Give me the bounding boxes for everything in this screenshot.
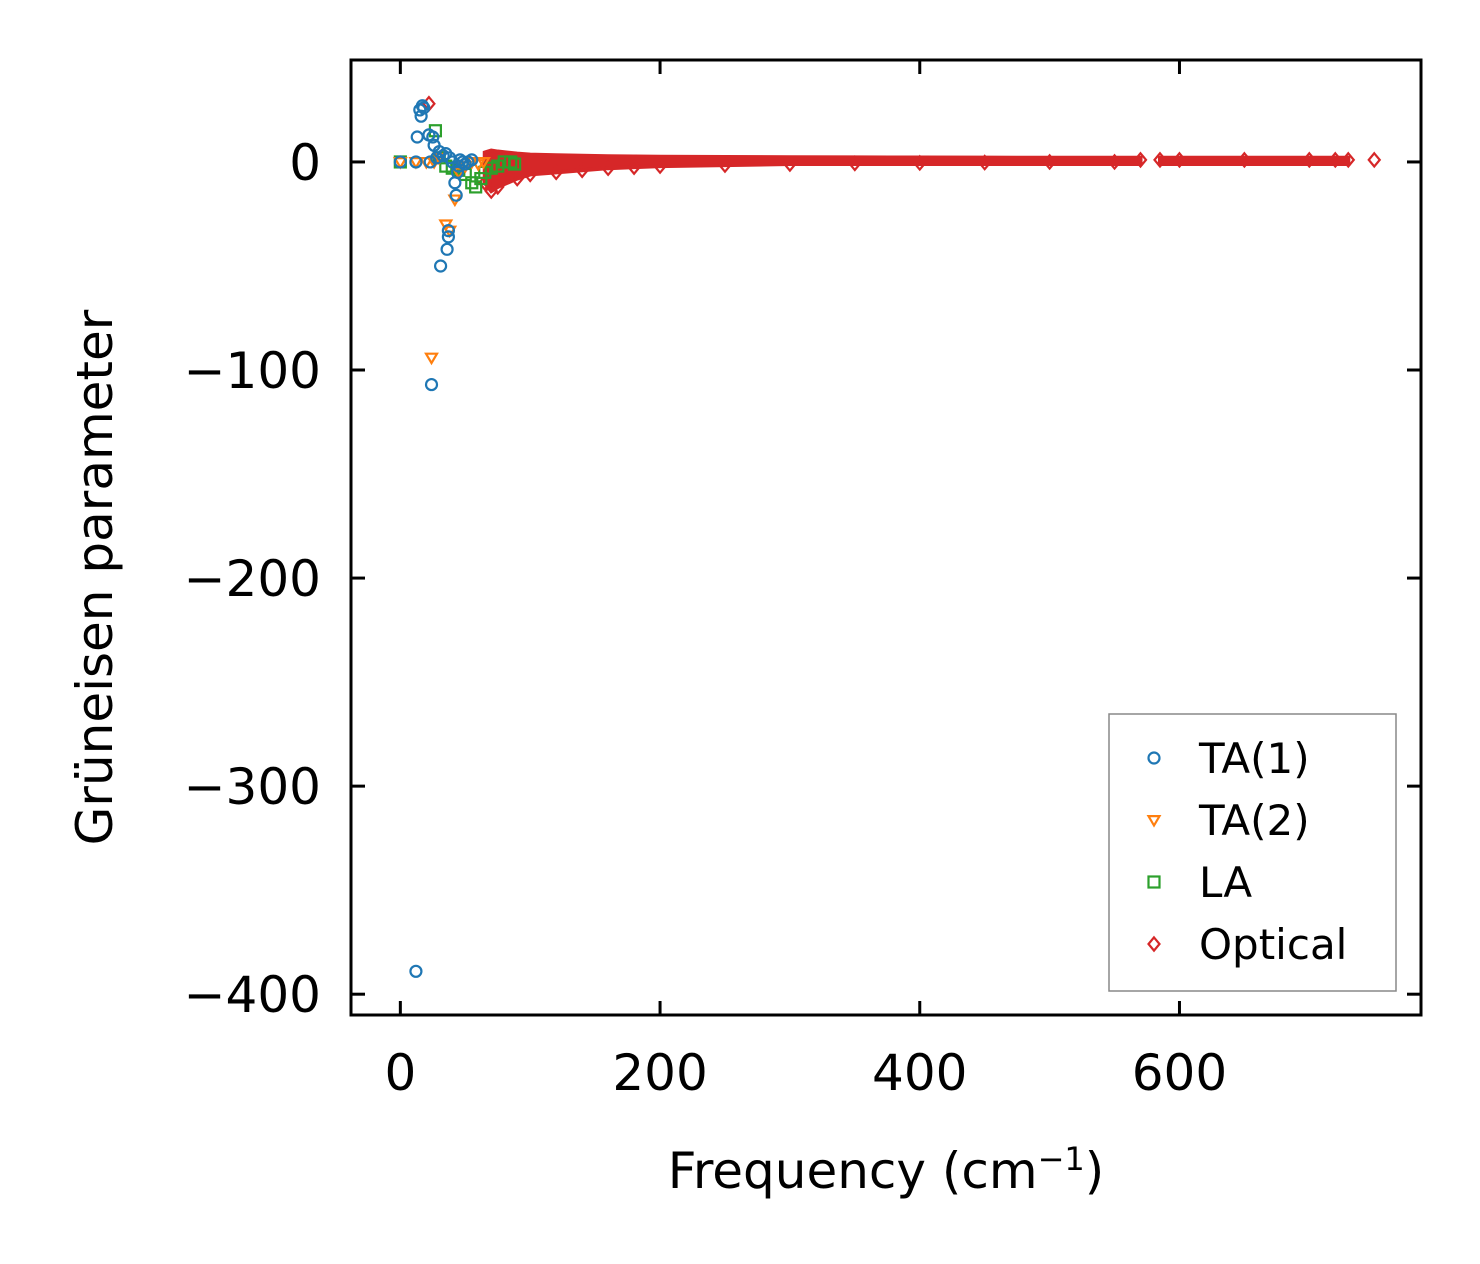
optical-band-area: [482, 148, 1143, 194]
data-point: [1328, 151, 1343, 169]
data-point: [977, 154, 992, 171]
legend-marker: [1147, 935, 1161, 953]
data-point: [1133, 151, 1148, 169]
data-point: [1153, 151, 1167, 169]
data-point: [426, 130, 440, 144]
y-tick-label: −100: [184, 342, 321, 400]
axis-ticks: [351, 60, 1421, 1015]
data-point: [490, 178, 505, 196]
data-point: [448, 176, 462, 190]
data-point: [782, 155, 797, 173]
data-point: [1237, 151, 1252, 169]
legend-marker: [1147, 875, 1161, 889]
y-tick-label: 0: [289, 134, 321, 192]
data-point: [423, 155, 437, 169]
x-axis-label-tail: ): [1085, 1142, 1105, 1200]
y-axis-label: Grüneisen parameter: [66, 309, 124, 845]
data-point: [523, 166, 538, 183]
data-point: [504, 155, 518, 169]
data-point: [465, 176, 479, 190]
data-markers: [392, 95, 1382, 978]
y-tick-label: −300: [184, 758, 321, 816]
data-point: [575, 161, 590, 179]
data-point: [465, 153, 479, 167]
x-tick-label: 0: [384, 1044, 416, 1102]
legend-box: [1108, 713, 1397, 992]
plot-frame: [349, 58, 1423, 1017]
legend-label: TA(2): [1198, 796, 1310, 845]
tick-labels: 0 200 400 600 0 −100 −200 −300 −400: [184, 134, 1228, 1102]
x-axis-label: Frequency (cm−1): [668, 1140, 1105, 1200]
data-point: [433, 259, 448, 273]
data-point: [440, 242, 454, 256]
data-point: [653, 157, 667, 175]
y-tick-label: −200: [184, 550, 321, 608]
data-point: [718, 156, 732, 174]
x-tick-label: 400: [872, 1044, 967, 1102]
data-point: [510, 170, 525, 187]
legend-marker: [1147, 751, 1161, 765]
x-tick-label: 600: [1132, 1044, 1227, 1102]
data-point: [409, 964, 423, 978]
data-point: [549, 164, 564, 181]
data-point: [436, 149, 450, 163]
legend-label: Optical: [1199, 920, 1347, 969]
optical-band-area: [1157, 155, 1351, 167]
legend: TA(1) TA(2) LA Optical: [1108, 713, 1397, 992]
data-point: [451, 167, 467, 181]
data-point: [410, 130, 424, 144]
data-point: [456, 155, 470, 169]
data-point: [458, 157, 472, 171]
data-point: [1302, 151, 1317, 169]
data-point: [627, 158, 642, 176]
data-point: [424, 377, 439, 392]
data-point: [847, 155, 862, 172]
data-point: [1107, 153, 1122, 171]
y-tick-label: −400: [184, 966, 321, 1024]
x-tick-label: 200: [612, 1044, 707, 1102]
legend-marker: [1146, 815, 1162, 828]
data-point: [449, 188, 463, 202]
data-point: [1172, 151, 1187, 169]
data-point: [393, 155, 407, 169]
legend-label: TA(1): [1198, 734, 1310, 783]
data-point: [428, 124, 443, 138]
data-point: [408, 157, 424, 170]
x-axis-label-superscript: −1: [1038, 1140, 1085, 1178]
data-point: [1042, 153, 1057, 171]
data-point: [1367, 151, 1382, 169]
data-point: [601, 159, 616, 177]
data-point: [476, 157, 491, 170]
legend-label: LA: [1199, 858, 1252, 907]
data-point: [508, 157, 522, 171]
data-point: [912, 154, 927, 172]
data-point: [1341, 151, 1356, 169]
data-point: [417, 101, 431, 115]
optical-band: [482, 148, 1351, 194]
data-point: [450, 165, 465, 179]
data-point: [409, 155, 423, 169]
data-point: [392, 157, 408, 170]
data-point: [441, 224, 455, 238]
data-point: [441, 230, 455, 244]
data-point: [424, 352, 439, 366]
